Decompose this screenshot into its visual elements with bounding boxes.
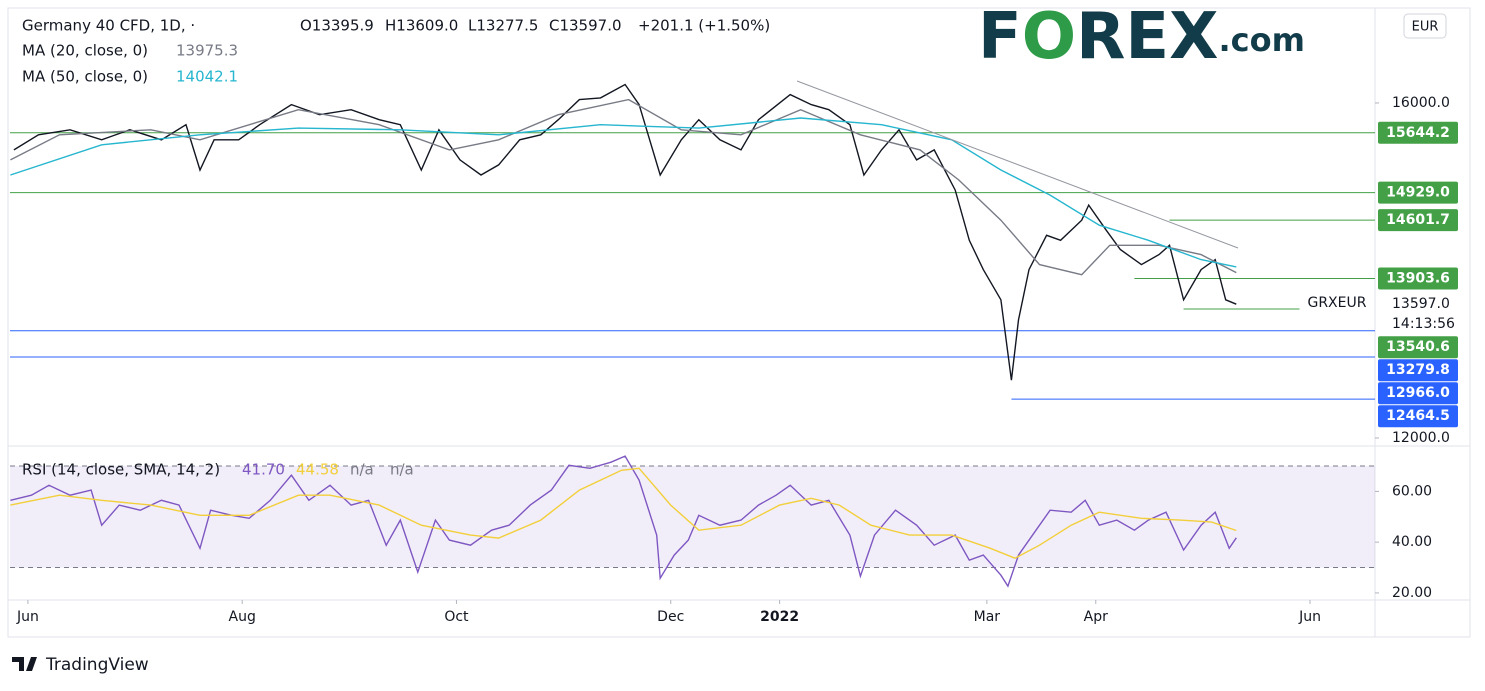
- symbol-label: GRXEUR: [1307, 295, 1366, 311]
- x-tick-label: Mar: [974, 609, 1001, 625]
- ohlc: O13395.9: [300, 17, 374, 35]
- x-tick-label: Apr: [1084, 609, 1108, 625]
- rsi-band: [10, 466, 1375, 568]
- level-label-box: [1378, 405, 1458, 428]
- rsi-title: RSI (14, close, SMA, 14, 2): [22, 461, 220, 479]
- level-label-box: [1378, 121, 1458, 144]
- last-price: 13597.0: [1392, 296, 1450, 312]
- ohlc: L13277.5: [468, 17, 538, 35]
- legend-value: n/a: [390, 461, 414, 479]
- trend-line: [796, 80, 1239, 249]
- tv-logo: TradingView: [12, 655, 149, 675]
- level-label-box: [1378, 181, 1458, 204]
- currency[interactable]: EUR: [1412, 20, 1439, 35]
- x-tick-label: Oct: [444, 609, 469, 625]
- legend-value: 13975.3: [176, 42, 238, 60]
- logo-part: REX: [1076, 0, 1218, 74]
- logo-part: .com: [1218, 21, 1304, 59]
- legend-entry: MA (20, close, 0): [22, 42, 148, 60]
- level-label: 15644.2: [1386, 125, 1450, 141]
- x-tick-label: Jun: [1298, 609, 1321, 625]
- y-tick-label: 40.00: [1392, 534, 1432, 550]
- level-label-box: [1378, 267, 1458, 290]
- x-tick-label: Aug: [229, 609, 256, 625]
- series-line: [13, 83, 1237, 381]
- tv-icon: [12, 657, 37, 671]
- legend-value: 41.70: [242, 461, 285, 479]
- x-tick-label: 2022: [760, 609, 799, 625]
- footer-brand: TradingView: [45, 655, 149, 675]
- chart-frame: [7, 7, 1471, 638]
- ohlc: H13609.0: [385, 17, 458, 35]
- series-line: [10, 117, 1237, 268]
- legend-value: 44.58: [296, 461, 339, 479]
- level-label-box: [1378, 209, 1458, 232]
- level-label-box: [1378, 382, 1458, 405]
- logo-part: O: [1022, 0, 1076, 74]
- y-tick-label: 20.00: [1392, 585, 1432, 601]
- logo-part: F: [978, 0, 1022, 74]
- plot-layer: 12000.0 16000.0 13597.0 14:13:56 GRXEUR 15644…: [10, 83, 1458, 625]
- chart-title: Germany 40 CFD, 1D, ·: [22, 17, 195, 35]
- level-label: 12966.0: [1386, 385, 1450, 401]
- countdown: 14:13:56: [1392, 316, 1455, 332]
- y-tick-label: 12000.0: [1392, 430, 1450, 446]
- level-label-box: [1378, 336, 1458, 359]
- level-label: 14601.7: [1386, 212, 1450, 228]
- level-label: 12464.5: [1386, 408, 1450, 424]
- level-label: 13279.8: [1386, 362, 1450, 378]
- x-tick-label: Dec: [657, 609, 684, 625]
- x-tick-label: Jun: [16, 609, 39, 625]
- level-label: 14929.0: [1386, 185, 1450, 201]
- level-label: 13903.6: [1386, 271, 1450, 287]
- series-line: [10, 98, 1237, 276]
- legend-value: n/a: [350, 461, 374, 479]
- ohlc-change: +201.1 (+1.50%): [638, 17, 770, 35]
- y-tick-label: 60.00: [1392, 483, 1432, 499]
- ohlc: C13597.0: [549, 17, 622, 35]
- forex-logo: FOREX.com: [978, 0, 1305, 74]
- legend-entry: MA (50, close, 0): [22, 68, 148, 86]
- y-tick-label: 16000.0: [1392, 95, 1450, 111]
- logo-text: FOREX.com: [978, 0, 1305, 74]
- series-line: [10, 467, 1237, 559]
- level-label-box: [1378, 359, 1458, 382]
- legend-value: 14042.1: [176, 68, 238, 86]
- level-label: 13540.6: [1386, 339, 1450, 355]
- currency-box[interactable]: [1403, 13, 1447, 39]
